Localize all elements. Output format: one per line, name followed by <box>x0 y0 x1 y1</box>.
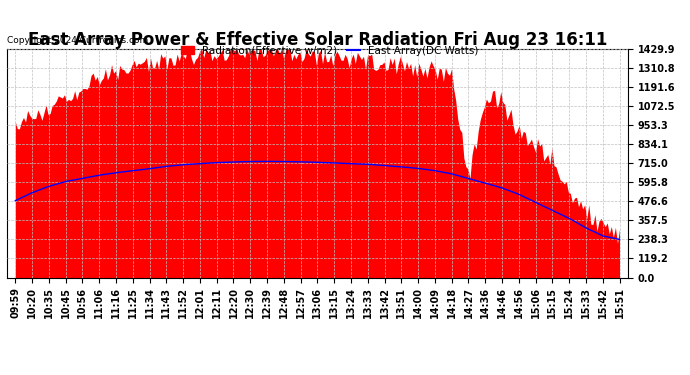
Legend: Radiation(Effective w/m2), East Array(DC Watts): Radiation(Effective w/m2), East Array(DC… <box>177 41 483 60</box>
Title: East Array Power & Effective Solar Radiation Fri Aug 23 16:11: East Array Power & Effective Solar Radia… <box>28 31 607 49</box>
Text: Copyright 2024 Curtronics.com: Copyright 2024 Curtronics.com <box>7 36 148 45</box>
